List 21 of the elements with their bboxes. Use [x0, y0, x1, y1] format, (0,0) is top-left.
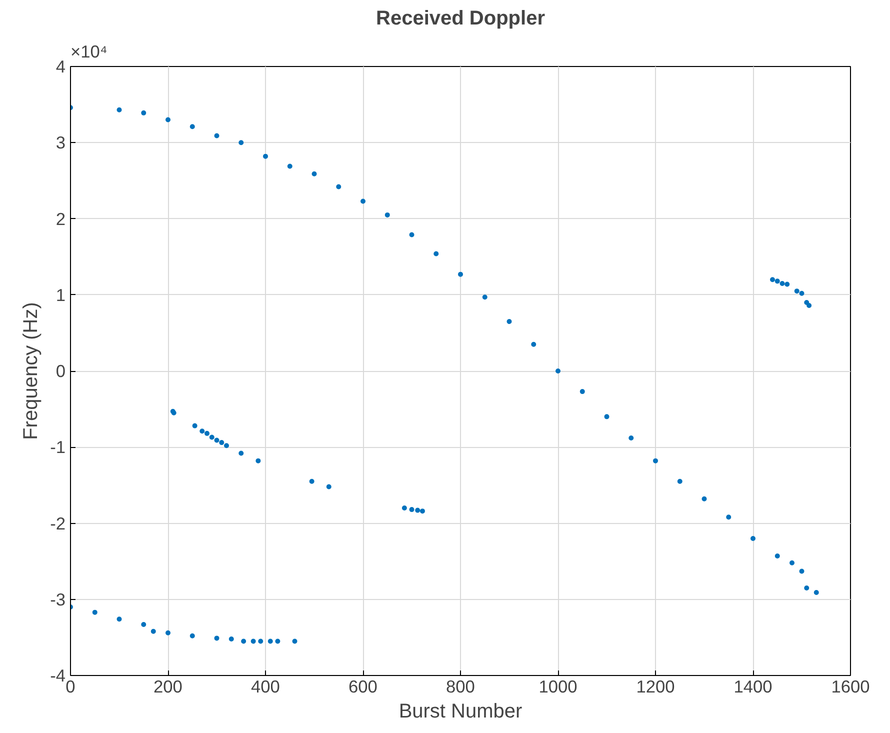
x-axis-title: Burst Number	[398, 700, 523, 722]
x-tick-label: 800	[446, 676, 475, 696]
y-tick-label: 4	[56, 56, 66, 76]
x-tick-label: 1400	[734, 676, 772, 696]
y-tick-label: -3	[50, 589, 66, 610]
x-tick-label: 1200	[636, 676, 675, 696]
x-tick-label: 1000	[538, 676, 578, 696]
y-axis-title: Frequency (Hz)	[20, 302, 42, 440]
chart-title: Received Doppler	[376, 8, 546, 30]
text: ×10⁴	[70, 42, 108, 62]
y-tick-label: 2	[56, 208, 66, 229]
y-tick-label: 0	[56, 361, 66, 381]
y-tick-label: 3	[56, 132, 66, 153]
x-tick-label: 200	[154, 676, 182, 696]
y-tick-label: -4	[50, 666, 66, 686]
y-tick-label: -1	[50, 437, 66, 458]
x-tick-label: 1600	[831, 676, 870, 696]
x-tick-label: 400	[251, 676, 280, 696]
y-tick-label: -2	[50, 513, 66, 534]
x-tick-label: 600	[348, 676, 378, 696]
y-tick-label: 1	[56, 284, 66, 305]
